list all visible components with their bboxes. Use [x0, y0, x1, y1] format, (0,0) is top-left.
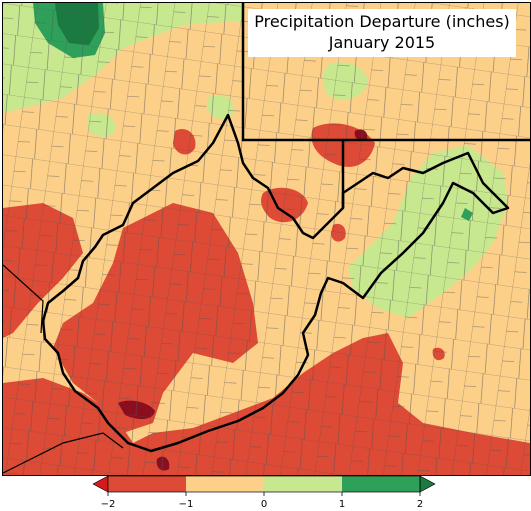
- colorbar-extend-high: [419, 476, 436, 493]
- colorbar-class-2: [186, 476, 264, 492]
- tick-label-1: −1: [179, 499, 194, 510]
- county-lines: [3, 3, 530, 475]
- tick-label-4: 2: [417, 499, 423, 510]
- precipitation-map: Precipitation Departure (inches) January…: [2, 2, 531, 476]
- colorbar-ticks: [107, 492, 421, 496]
- colorbar-class-3: [264, 476, 342, 492]
- colorbar-legend: −2 −1 0 1 2: [92, 476, 436, 510]
- tick-label-2: 0: [261, 499, 267, 510]
- tick-label-3: 1: [339, 499, 345, 510]
- state-boundary-va: [3, 432, 124, 474]
- state-boundary-pa: [241, 3, 530, 208]
- state-boundary-wv: [41, 113, 510, 453]
- state-boundary-ky: [3, 264, 44, 334]
- map-canvas: [3, 3, 530, 475]
- colorbar-extend-low: [92, 476, 109, 493]
- colorbar-class-1: [108, 476, 186, 492]
- map-title-line2: January 2015: [328, 33, 436, 52]
- tick-label-0: −2: [101, 499, 116, 510]
- colorbar-class-4: [342, 476, 420, 492]
- map-title: Precipitation Departure (inches) January…: [248, 9, 516, 57]
- map-title-line1: Precipitation Departure (inches): [254, 12, 510, 31]
